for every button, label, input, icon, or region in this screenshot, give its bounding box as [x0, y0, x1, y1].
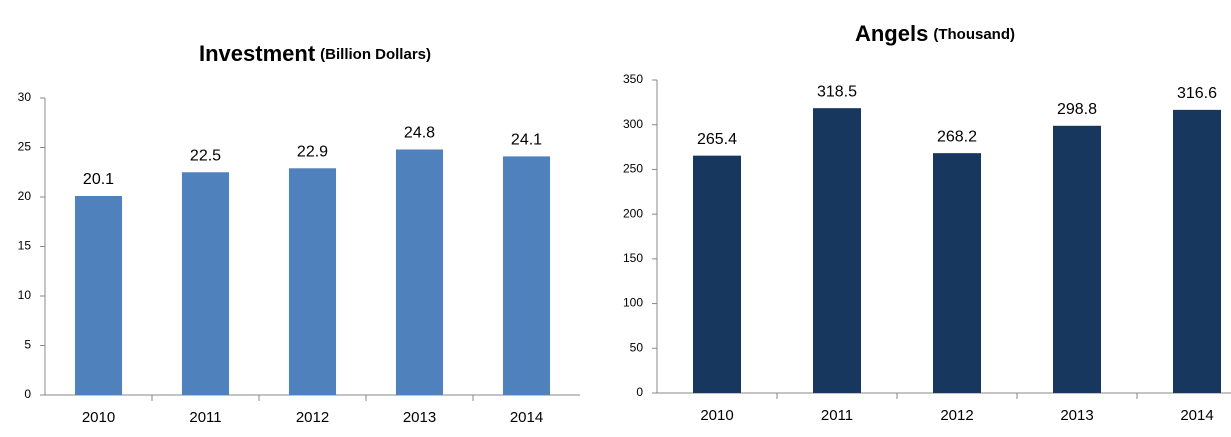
bar: [74, 196, 123, 395]
chart-title: Angels (Thousand): [855, 21, 1015, 46]
data-label: 316.6: [1177, 85, 1217, 102]
data-label: 265.4: [697, 131, 737, 148]
data-label: 24.8: [404, 125, 435, 142]
bar: [288, 168, 337, 395]
bar: [395, 149, 444, 395]
data-label: 268.2: [937, 128, 977, 145]
y-tick-label: 5: [24, 338, 31, 352]
x-tick-label: 2012: [296, 409, 329, 426]
y-tick-label: 50: [630, 340, 644, 354]
x-tick-label: 2013: [1060, 407, 1093, 424]
y-tick-label: 150: [623, 251, 643, 265]
x-tick-label: 2010: [82, 409, 115, 426]
x-tick-label: 2012: [940, 407, 973, 424]
y-tick-label: 250: [623, 162, 643, 176]
y-tick-label: 10: [18, 288, 32, 302]
chart-title: Investment (Billion Dollars): [199, 41, 431, 66]
y-tick-label: 0: [636, 385, 643, 399]
x-tick-label: 2011: [821, 407, 853, 424]
y-tick-label: 15: [18, 239, 32, 253]
data-label: 22.5: [190, 147, 221, 164]
y-tick-label: 200: [623, 206, 643, 220]
bar: [693, 155, 741, 393]
y-tick-label: 0: [24, 387, 31, 401]
y-tick-label: 100: [623, 296, 643, 310]
title-unit: (Billion Dollars): [320, 46, 431, 63]
title-main: Investment: [199, 41, 316, 66]
data-label: 22.9: [297, 144, 328, 161]
x-tick-label: 2014: [510, 409, 543, 426]
x-tick-label: 2013: [403, 409, 436, 426]
bar: [813, 108, 861, 394]
bar: [1053, 125, 1101, 394]
title-unit: (Thousand): [933, 26, 1015, 43]
x-tick-label: 2014: [1180, 407, 1213, 424]
bar: [502, 156, 551, 395]
y-tick-label: 350: [623, 72, 643, 86]
bar: [1173, 109, 1221, 393]
data-label: 318.5: [817, 83, 857, 100]
bar: [181, 172, 230, 395]
data-label: 24.1: [511, 132, 542, 149]
y-tick-label: 30: [18, 90, 32, 104]
data-label: 20.1: [83, 171, 114, 188]
title-main: Angels: [855, 21, 928, 46]
x-tick-label: 2010: [700, 407, 733, 424]
bar: [933, 153, 981, 393]
y-tick-label: 300: [623, 117, 643, 131]
y-tick-label: 20: [18, 189, 32, 203]
x-tick-label: 2011: [189, 409, 221, 426]
y-tick-label: 25: [18, 140, 32, 154]
data-label: 298.8: [1057, 101, 1097, 118]
